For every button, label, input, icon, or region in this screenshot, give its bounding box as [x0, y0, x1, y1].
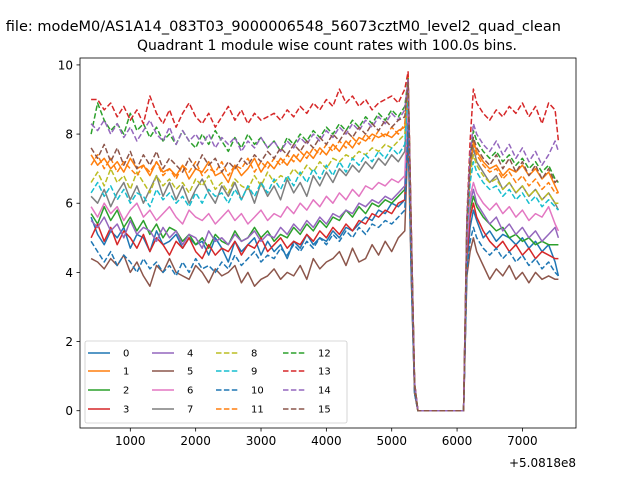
x-tick-label: 3000	[246, 434, 277, 448]
x-tick-label: 7000	[507, 434, 538, 448]
series-line-6	[90, 91, 560, 412]
legend-label-0: 0	[123, 349, 129, 360]
x-tick-label: 4000	[311, 434, 342, 448]
legend-label-15: 15	[318, 405, 331, 416]
legend-label-3: 3	[123, 405, 129, 416]
series-line-15	[90, 81, 559, 412]
legend-label-6: 6	[187, 386, 193, 397]
series-line-3	[90, 112, 559, 412]
y-tick-label: 0	[65, 404, 73, 418]
series-line-1	[90, 77, 560, 412]
series-line-4	[90, 95, 560, 412]
y-tick-label: 10	[58, 58, 73, 72]
x-tick-label: 2000	[180, 434, 211, 448]
x-offset-label: +5.0818e8	[509, 456, 576, 470]
x-tick-label: 6000	[442, 434, 473, 448]
y-tick-label: 8	[65, 128, 73, 142]
figure-suptitle: n file: modeM0/AS1A14_083T03_9000006548_…	[0, 19, 561, 35]
legend-box	[84, 340, 348, 424]
x-tick-label: 5000	[376, 434, 407, 448]
legend-label-8: 8	[251, 349, 257, 360]
legend-label-4: 4	[187, 349, 193, 360]
series-line-14	[90, 77, 560, 412]
x-axis: 1000 2000 3000 4000 5000 6000 7000	[115, 428, 538, 448]
legend-label-7: 7	[187, 405, 193, 416]
plot-frame	[79, 57, 577, 429]
y-tick-label: 4	[65, 266, 73, 280]
legend-label-1: 1	[123, 367, 129, 378]
series-line-10	[90, 122, 559, 412]
series-line-13	[91, 71, 560, 412]
legend-label-13: 13	[318, 367, 331, 378]
legend-label-2: 2	[123, 386, 129, 397]
y-axis: 0 2 4 6 8 10	[58, 58, 80, 418]
legend-label-10: 10	[251, 386, 264, 397]
series-line-7	[90, 81, 560, 412]
y-tick-label: 6	[65, 197, 73, 211]
series-line-12	[90, 77, 559, 412]
series-line-2	[90, 98, 559, 412]
series-line-8	[90, 84, 559, 412]
y-tick-label: 2	[65, 335, 73, 349]
legend-label-9: 9	[251, 367, 257, 378]
legend-label-11: 11	[251, 405, 264, 416]
series-line-9	[90, 88, 559, 412]
series-line-0	[90, 105, 560, 412]
chart-title: Quadrant 1 module wise count rates with …	[137, 38, 517, 54]
x-tick-label: 1000	[115, 434, 146, 448]
legend-label-5: 5	[187, 367, 193, 378]
legend-label-12: 12	[318, 349, 331, 360]
legend-label-14: 14	[318, 386, 331, 397]
series-line-5	[90, 133, 559, 412]
plot-lines	[90, 71, 560, 412]
